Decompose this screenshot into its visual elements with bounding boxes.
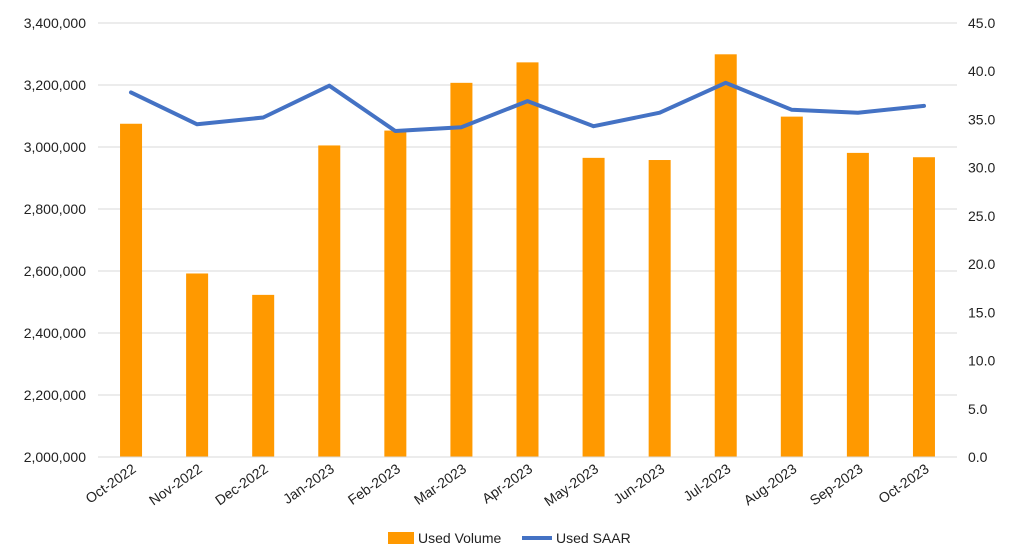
legend-swatch-used-volume [388, 532, 414, 544]
bar-used-volume [318, 145, 341, 457]
left-tick-label: 2,400,000 [24, 325, 86, 341]
point-used-saar [394, 130, 396, 132]
x-tick-label: Apr-2023 [479, 460, 536, 506]
x-tick-label: Dec-2022 [212, 460, 271, 508]
right-y-axis: 0.0 5.0 10.0 15.0 20.0 25.0 30.0 35.0 40.0 45.0 [968, 15, 995, 465]
bar-used-volume [252, 294, 275, 457]
right-tick-label: 30.0 [968, 160, 995, 176]
left-tick-label: 2,200,000 [24, 387, 86, 403]
line-used-saar [129, 80, 926, 133]
bar-used-volume [186, 273, 209, 457]
x-tick-label: Oct-2022 [82, 460, 139, 506]
x-tick-label: Mar-2023 [411, 460, 469, 508]
bar-used-volume [714, 54, 737, 458]
point-used-saar [593, 125, 595, 127]
right-tick-label: 35.0 [968, 111, 995, 127]
right-tick-label: 20.0 [968, 256, 995, 272]
point-used-saar [460, 126, 462, 128]
x-axis: Oct-2022 Nov-2022 Dec-2022 Jan-2023 Feb-2023… [82, 456, 957, 509]
legend-label-used-saar: Used SAAR [556, 530, 631, 546]
left-y-axis: 2,000,000 2,200,000 2,400,000 2,600,000 2,80… [24, 15, 86, 465]
bar-used-volume [450, 82, 473, 457]
bar-used-volume [516, 62, 539, 458]
legend: Used Volume Used SAAR [388, 530, 631, 546]
x-tick-label: Aug-2023 [741, 460, 800, 508]
bar-used-volume [780, 116, 803, 458]
right-tick-label: 25.0 [968, 208, 995, 224]
x-tick-label: Sep-2023 [807, 460, 866, 508]
legend-label-used-volume: Used Volume [418, 530, 501, 546]
bar-used-volume [912, 157, 935, 458]
x-tick-label: Nov-2022 [146, 460, 205, 508]
bar-used-volume [120, 123, 143, 457]
x-tick-label: Jan-2023 [280, 460, 337, 507]
point-used-saar [196, 123, 198, 125]
left-tick-label: 3,400,000 [24, 15, 86, 31]
x-tick-label: May-2023 [541, 460, 601, 509]
right-tick-label: 0.0 [968, 449, 988, 465]
bar-used-volume [582, 157, 605, 457]
right-tick-label: 10.0 [968, 353, 995, 369]
point-used-saar [328, 85, 330, 87]
point-used-saar [262, 117, 264, 119]
left-tick-label: 3,200,000 [24, 77, 86, 93]
point-used-saar [791, 109, 793, 111]
left-tick-label: 3,000,000 [24, 139, 86, 155]
x-tick-label: Jun-2023 [610, 460, 667, 507]
bar-used-volume [846, 152, 869, 457]
point-used-saar [659, 112, 661, 114]
bar-used-volume [648, 160, 671, 457]
left-tick-label: 2,600,000 [24, 263, 86, 279]
bars-used-volume [120, 54, 935, 458]
point-used-saar [857, 112, 859, 114]
point-used-saar [923, 105, 925, 107]
left-tick-label: 2,000,000 [24, 449, 86, 465]
right-tick-label: 5.0 [968, 401, 988, 417]
point-used-saar [130, 91, 132, 93]
point-used-saar [527, 100, 528, 102]
left-tick-label: 2,800,000 [24, 201, 86, 217]
right-tick-label: 45.0 [968, 15, 995, 31]
x-tick-label: Oct-2023 [875, 460, 932, 506]
x-tick-label: Jul-2023 [680, 460, 733, 504]
bar-used-volume [384, 130, 407, 457]
right-tick-label: 15.0 [968, 304, 995, 320]
point-used-saar [725, 82, 727, 84]
x-tick-label: Feb-2023 [345, 460, 403, 508]
right-tick-label: 40.0 [968, 63, 995, 79]
